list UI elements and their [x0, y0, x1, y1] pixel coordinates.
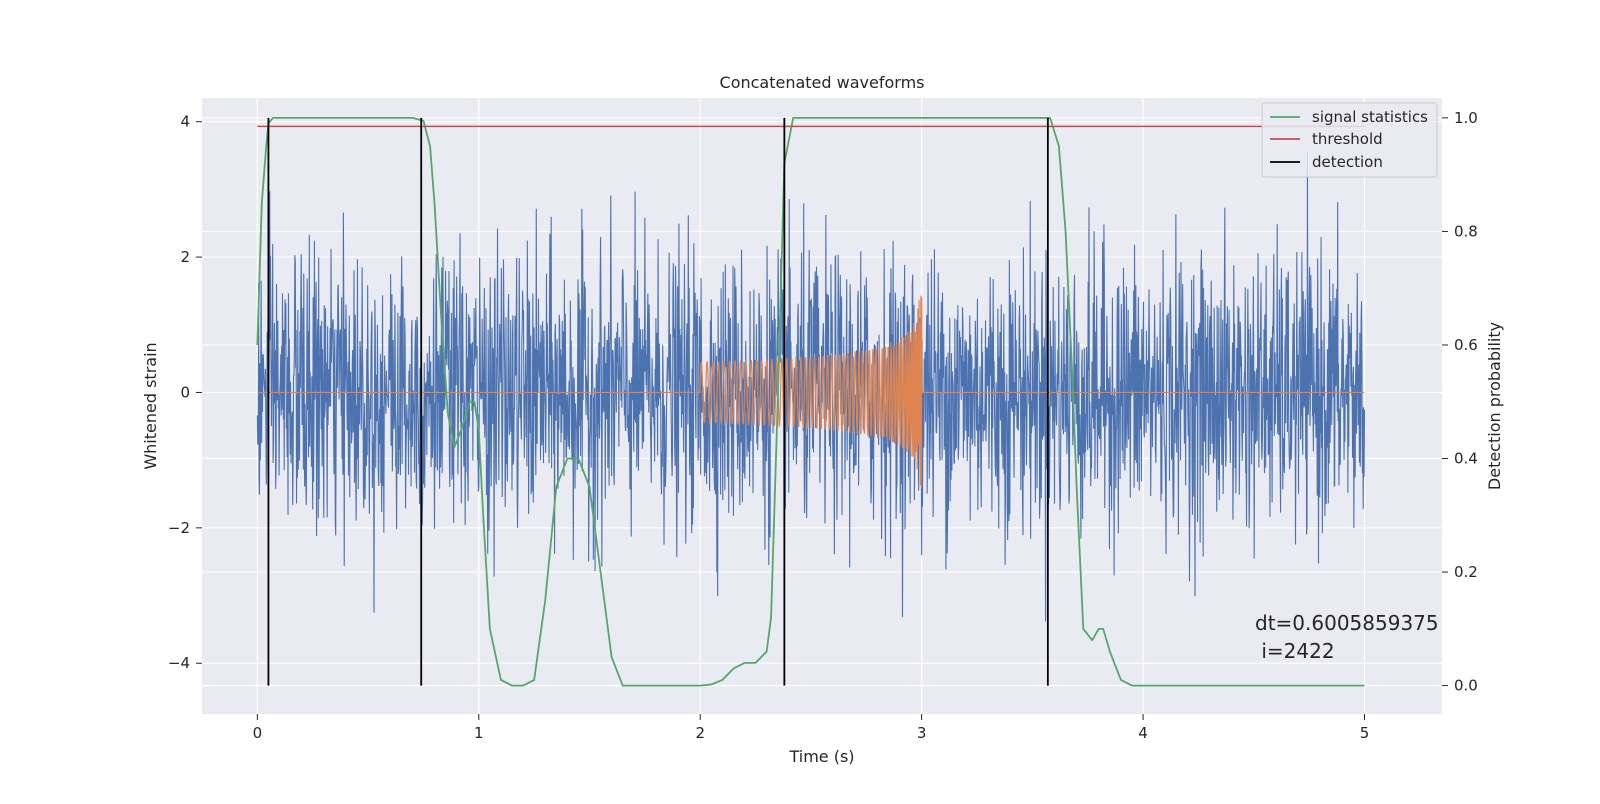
annotation-i: i=2422 — [1255, 639, 1335, 663]
chart-title: Concatenated waveforms — [720, 73, 925, 92]
y-tick-label-right: 0.6 — [1454, 336, 1478, 354]
x-tick-label: 5 — [1360, 724, 1370, 742]
y-tick-label-left: −4 — [168, 654, 190, 672]
signal-statistics-line — [256, 116, 1365, 687]
x-tick-label: 0 — [253, 724, 263, 742]
y-tick-label-right: 1.0 — [1454, 109, 1478, 127]
template-line — [257, 295, 1365, 489]
x-tick-label: 3 — [917, 724, 927, 742]
x-tick-label: 2 — [695, 724, 705, 742]
y-tick-label-left: 4 — [180, 113, 190, 131]
legend-label-detection: detection — [1312, 153, 1383, 171]
x-tick-label: 4 — [1138, 724, 1148, 742]
y-tick-label-right: 0.8 — [1454, 222, 1478, 240]
y-tick-label-left: 2 — [180, 248, 190, 266]
y-tick-label-right: 0.0 — [1454, 677, 1478, 695]
y-axis-label-right: Detection probability — [1485, 322, 1504, 490]
legend-label-threshold: threshold — [1312, 130, 1383, 148]
y-tick-label-left: 0 — [180, 383, 190, 401]
legend-label-signal-statistics: signal statistics — [1312, 108, 1428, 126]
axis-ticks: 0 1 2 3 4 5 −4 −2 0 2 4 0.0 0.2 0.4 0.6 0.8 1.0 — [168, 109, 1478, 742]
y-axis-label-left: Whitened strain — [141, 342, 160, 469]
legend: signal statistics threshold detection — [1261, 102, 1438, 178]
annotation-dt: dt=0.6005859375 — [1255, 611, 1439, 635]
x-tick-label: 1 — [474, 724, 484, 742]
y-tick-label-right: 0.4 — [1454, 450, 1478, 468]
y-tick-label-left: −2 — [168, 519, 190, 537]
y-tick-label-right: 0.2 — [1454, 563, 1478, 581]
data-layer — [256, 116, 1366, 687]
legend-box — [1261, 102, 1438, 178]
x-axis-label: Time (s) — [788, 747, 854, 766]
